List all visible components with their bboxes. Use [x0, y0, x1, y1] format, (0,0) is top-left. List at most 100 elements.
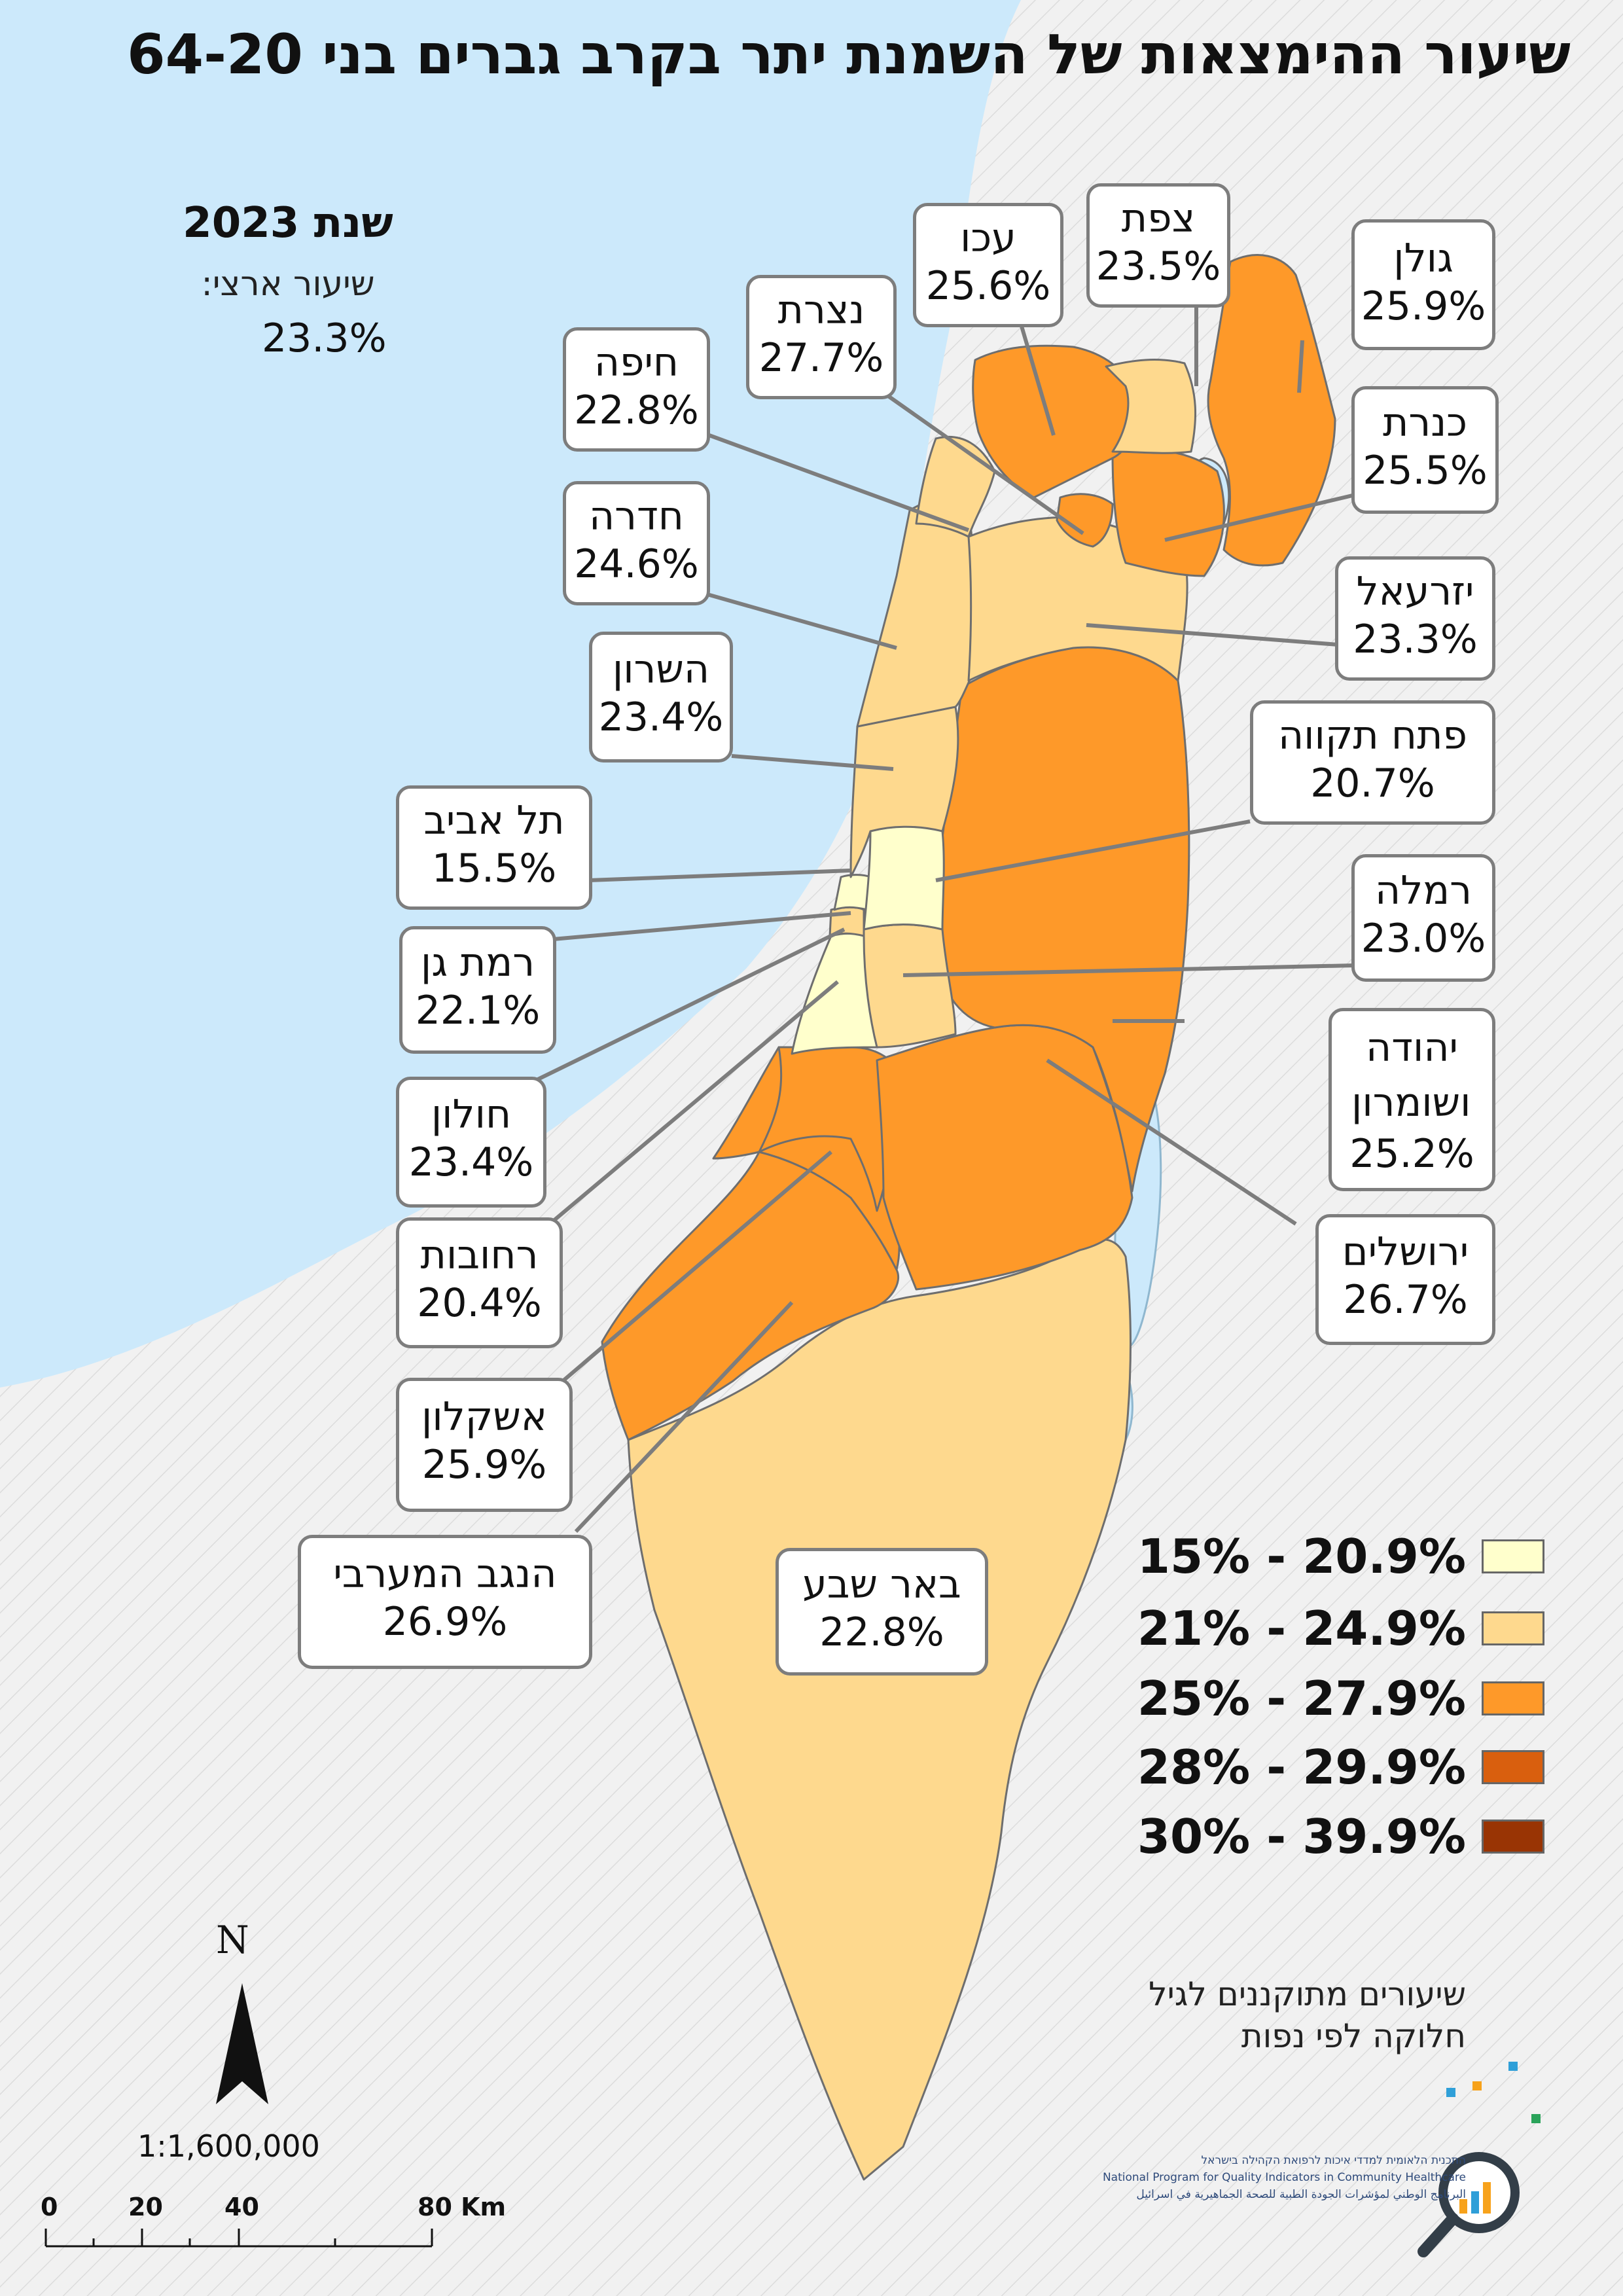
label-hadera: חדרה 24.6%	[563, 481, 710, 605]
district-name: גולן	[1393, 236, 1454, 281]
scale-ratio: 1:1,600,000	[137, 2128, 320, 2164]
scalebar-label: 80 Km	[418, 2193, 507, 2221]
label-akko: עכו 25.6%	[913, 203, 1063, 327]
national-rate-label: שיעור ארצי:	[201, 264, 375, 304]
legend-item: 21% - 24.9%	[1113, 1602, 1544, 1655]
legend-label: 30% - 39.9%	[1137, 1809, 1466, 1864]
program-logo-icon	[1418, 2062, 1541, 2257]
label-sharon: השרון 23.4%	[589, 632, 733, 762]
scalebar-label: 40	[224, 2193, 259, 2221]
scalebar-label: 20	[128, 2193, 163, 2221]
district-name: ירושלים	[1342, 1229, 1469, 1275]
national-rate-value: 23.3%	[262, 315, 387, 361]
district-tel-aviv	[833, 874, 872, 911]
district-value: 26.7%	[1343, 1277, 1468, 1323]
district-value: 23.4%	[598, 694, 724, 740]
district-name: עכו	[960, 215, 1016, 261]
label-golan: גולן 25.9%	[1351, 219, 1495, 350]
district-name: חיפה	[594, 340, 679, 386]
legend-swatch	[1482, 1820, 1544, 1854]
district-kinneret	[1111, 448, 1225, 577]
district-value: 26.9%	[382, 1599, 508, 1645]
district-name: השרון	[612, 647, 710, 692]
district-name: פתח תקווה	[1277, 713, 1468, 759]
legend-swatch	[1482, 1750, 1544, 1784]
district-value: 23.4%	[408, 1139, 534, 1185]
label-tzfat: צפת 23.5%	[1086, 183, 1230, 308]
north-arrow-icon	[216, 1983, 268, 2104]
label-ashkelon: אשקלון 25.9%	[396, 1378, 573, 1512]
leader-lines	[535, 304, 1359, 1534]
district-value: 25.9%	[1361, 283, 1486, 329]
note-subdistricts: חלוקה לפי נפות	[1241, 2017, 1466, 2055]
district-value: 25.5%	[1363, 448, 1488, 493]
note-age-standardized: שיעורים מתוקננים לגיל	[1149, 1975, 1466, 2013]
legend-label: 21% - 24.9%	[1137, 1601, 1466, 1656]
district-name: אשקלון	[421, 1394, 547, 1440]
district-ramla	[859, 924, 957, 1049]
district-name: רחובות	[420, 1232, 539, 1278]
label-yizreel: יזרעאל 23.3%	[1335, 556, 1495, 681]
year-label: שנת 2023	[183, 199, 393, 247]
district-value: 27.7%	[758, 335, 884, 381]
north-label: N	[216, 1918, 249, 1962]
district-value: 22.1%	[415, 988, 541, 1033]
map-title: שיעור ההימצאות של השמנת יתר בקרב גברים ב…	[127, 22, 1571, 86]
label-jerusalem: ירושלים 26.7%	[1315, 1214, 1495, 1345]
district-name: רמלה	[1375, 868, 1472, 914]
legend-item: 28% - 29.9%	[1113, 1741, 1544, 1793]
district-value: 15.5%	[431, 846, 557, 891]
district-golan	[1207, 254, 1336, 567]
district-name: תל אביב	[423, 798, 565, 844]
legend-item: 30% - 39.9%	[1113, 1810, 1544, 1863]
district-name: יזרעאל	[1356, 569, 1474, 615]
district-name: רמת גן	[420, 940, 535, 986]
legend-swatch	[1482, 1539, 1544, 1573]
label-ramla: רמלה 23.0%	[1351, 854, 1495, 982]
legend-label: 28% - 29.9%	[1137, 1740, 1466, 1795]
scalebar-label: 0	[41, 2193, 58, 2221]
district-nazareth	[1056, 493, 1114, 548]
district-value: 25.9%	[421, 1442, 547, 1488]
legend-item: 15% - 20.9%	[1113, 1530, 1544, 1583]
label-ramat-gan: רמת גן 22.1%	[399, 926, 556, 1054]
scale-bar	[45, 2229, 433, 2248]
legend-label: 25% - 27.9%	[1137, 1671, 1466, 1726]
district-value: 25.2%	[1349, 1131, 1474, 1177]
district-value: 23.5%	[1096, 243, 1221, 289]
logo-text-english: National Program for Quality Indicators …	[1102, 2171, 1466, 2184]
district-tzfat	[1105, 359, 1197, 454]
label-holon: חולון 23.4%	[396, 1077, 546, 1208]
logo-text-arabic: البرنامج الوطني لمؤشرات الجودة الطبية لل…	[1136, 2188, 1466, 2201]
label-rehovot: רחובות 20.4%	[396, 1217, 563, 1348]
label-western-negev: הנגב המערבי 26.9%	[298, 1535, 592, 1669]
district-value: 23.3%	[1353, 617, 1478, 662]
district-akko	[972, 344, 1140, 499]
legend-swatch	[1482, 1611, 1544, 1645]
district-value: 20.4%	[417, 1280, 542, 1326]
district-value: 22.8%	[819, 1609, 944, 1655]
label-nazareth: נצרת 27.7%	[746, 275, 897, 399]
label-beer-sheva: באר שבע 22.8%	[776, 1548, 988, 1676]
district-value: 20.7%	[1310, 761, 1435, 806]
label-haifa: חיפה 22.8%	[563, 327, 710, 452]
district-value: 23.0%	[1361, 916, 1486, 961]
district-value: 25.6%	[925, 263, 1051, 309]
district-name: באר שבע	[802, 1562, 961, 1607]
district-name: יהודה ושומרון	[1351, 1025, 1471, 1126]
district-name: חולון	[431, 1092, 512, 1138]
district-name: נצרת	[777, 287, 865, 333]
label-petah-tikva: פתח תקווה 20.7%	[1250, 700, 1495, 825]
district-petah-tikva	[863, 825, 945, 931]
district-name: הנגב המערבי	[333, 1551, 557, 1597]
district-name: חדרה	[588, 493, 685, 539]
legend-item: 25% - 27.9%	[1113, 1672, 1544, 1725]
district-value: 22.8%	[574, 387, 699, 433]
district-name: צפת	[1121, 196, 1196, 242]
logo-text-hebrew: התכנית הלאומית למדדי איכות לרפואת הקהילה…	[1201, 2154, 1466, 2167]
label-kinneret: כנרת 25.5%	[1351, 386, 1499, 514]
legend-swatch	[1482, 1681, 1544, 1715]
district-beer-sheva	[627, 1238, 1132, 2181]
label-tel-aviv: תל אביב 15.5%	[396, 785, 592, 910]
